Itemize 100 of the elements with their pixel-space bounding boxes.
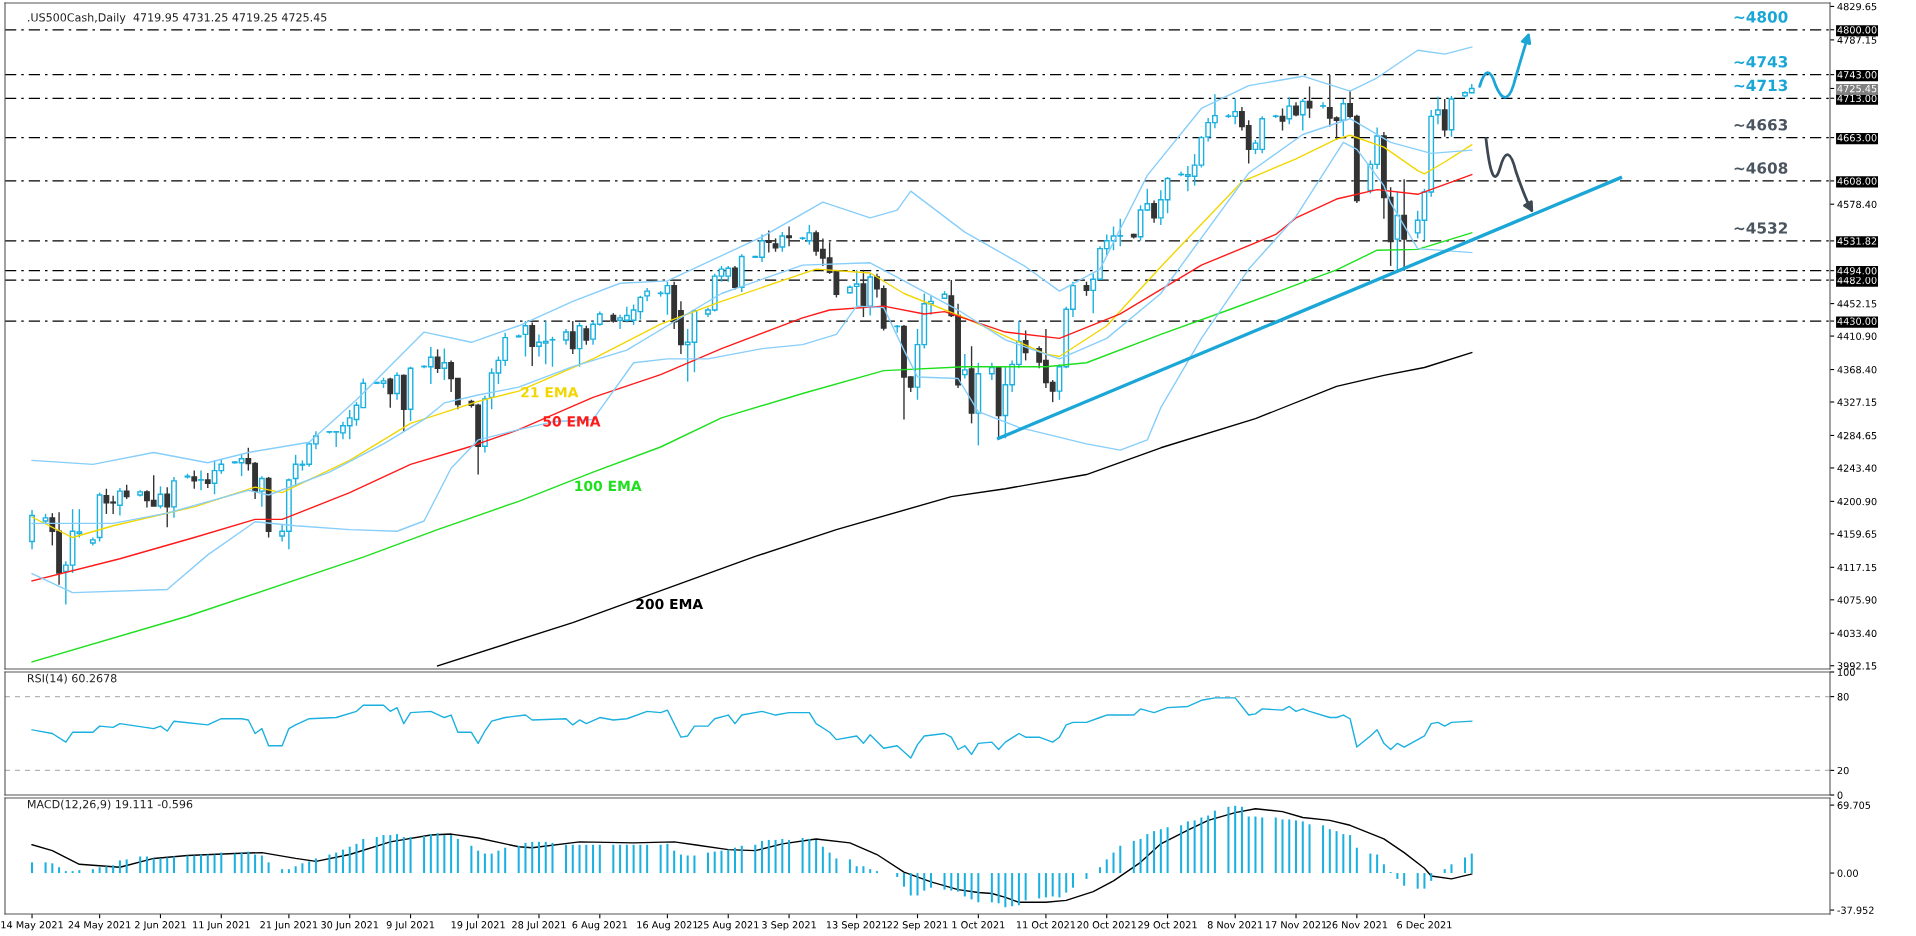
bar — [145, 856, 148, 874]
bar — [1139, 838, 1142, 874]
candlestick — [198, 469, 204, 491]
bar — [355, 843, 358, 874]
bar — [1281, 819, 1284, 874]
bar — [294, 866, 297, 874]
bar — [1335, 831, 1338, 874]
bar — [537, 841, 540, 874]
candlestick — [961, 353, 968, 380]
bar — [1213, 810, 1216, 874]
bar — [58, 867, 61, 874]
bar — [118, 860, 121, 874]
bar — [382, 835, 385, 874]
bar — [1166, 827, 1169, 874]
candlestick — [191, 469, 198, 490]
bar — [409, 836, 412, 874]
bar — [835, 858, 838, 874]
bar — [686, 855, 689, 874]
bar — [869, 869, 872, 874]
bar — [220, 852, 223, 874]
y-tick-label: 4578.40 — [1837, 200, 1877, 209]
x-tick-label: 2 Jun 2021 — [135, 921, 186, 931]
bar — [193, 855, 196, 874]
candlestick — [441, 347, 448, 381]
bar — [997, 873, 1000, 904]
bar — [909, 873, 912, 896]
candlestick — [1401, 178, 1408, 272]
bar — [78, 870, 81, 874]
bar — [301, 863, 304, 874]
bar — [923, 873, 926, 891]
y-tick-label: 4243.40 — [1837, 464, 1877, 472]
line-series — [31, 808, 1473, 903]
bar — [801, 837, 804, 874]
y-tick-label: 3992.15 — [1837, 662, 1877, 670]
y-tick-label: 4284.65 — [1837, 431, 1877, 440]
x-tick-label: 19 Jul 2021 — [451, 920, 505, 931]
bar — [632, 844, 635, 874]
bar — [477, 850, 480, 874]
candlestick — [1151, 199, 1157, 224]
bar — [902, 873, 905, 887]
candlestick — [394, 371, 400, 401]
bar — [950, 873, 953, 891]
candlestick — [786, 225, 792, 247]
x-tick-label: 6 Dec 2021 — [1397, 921, 1452, 929]
ref-line-label: ~4800 — [1734, 11, 1788, 23]
bar — [963, 873, 966, 897]
bar — [1423, 873, 1426, 889]
x-tick-label: 9 Jul 2021 — [386, 920, 435, 931]
bar — [1038, 873, 1041, 899]
y-tick-label: 4075.90 — [1837, 596, 1877, 604]
bar — [781, 838, 784, 874]
bar — [166, 857, 169, 874]
y-tick-label: 80 — [1837, 693, 1849, 701]
candlestick — [1435, 95, 1441, 125]
chart-title: RSI(14) 60.2678 — [27, 673, 117, 684]
bar — [1450, 864, 1453, 874]
bar — [1112, 852, 1115, 874]
line-series — [31, 46, 1473, 466]
bar — [754, 844, 757, 874]
bar — [821, 846, 824, 874]
bar — [247, 851, 250, 874]
bar — [862, 866, 865, 874]
bar — [98, 867, 101, 874]
x-tick-label: 13 Sep 2021 — [826, 921, 887, 931]
bar — [774, 839, 777, 874]
y-tick-label: 4452.15 — [1837, 300, 1877, 308]
bar — [896, 873, 899, 877]
bar — [990, 873, 993, 903]
bar — [213, 854, 216, 874]
bar — [970, 873, 973, 900]
y-tick-label: 4829.65 — [1837, 2, 1877, 11]
bar — [916, 873, 919, 896]
bar — [112, 865, 115, 874]
bar — [761, 840, 764, 874]
bar — [727, 849, 730, 874]
y-tick-label: 4430.00 — [1837, 317, 1877, 325]
bar — [639, 844, 642, 874]
bar — [456, 838, 459, 874]
bar — [443, 835, 446, 874]
bar — [91, 869, 94, 874]
bar — [314, 858, 317, 874]
bar — [233, 853, 236, 874]
bar — [740, 845, 743, 874]
x-tick-label: 1 Oct 2021 — [952, 921, 1005, 929]
bar — [504, 847, 507, 874]
bar — [1301, 821, 1304, 874]
bar — [1470, 853, 1473, 874]
bar — [646, 844, 649, 874]
bar — [612, 844, 615, 874]
candlestick — [387, 377, 394, 409]
candlestick — [258, 475, 265, 508]
bar — [44, 862, 47, 874]
bar — [490, 853, 493, 874]
bar — [1416, 873, 1419, 889]
bar — [1382, 864, 1385, 874]
bar — [1207, 815, 1210, 874]
x-tick-label: 3 Sep 2021 — [762, 921, 816, 931]
bar — [1085, 873, 1088, 879]
chart-title: MACD(12,26,9) 19.111 -0.596 — [27, 799, 193, 810]
bar — [125, 859, 128, 874]
